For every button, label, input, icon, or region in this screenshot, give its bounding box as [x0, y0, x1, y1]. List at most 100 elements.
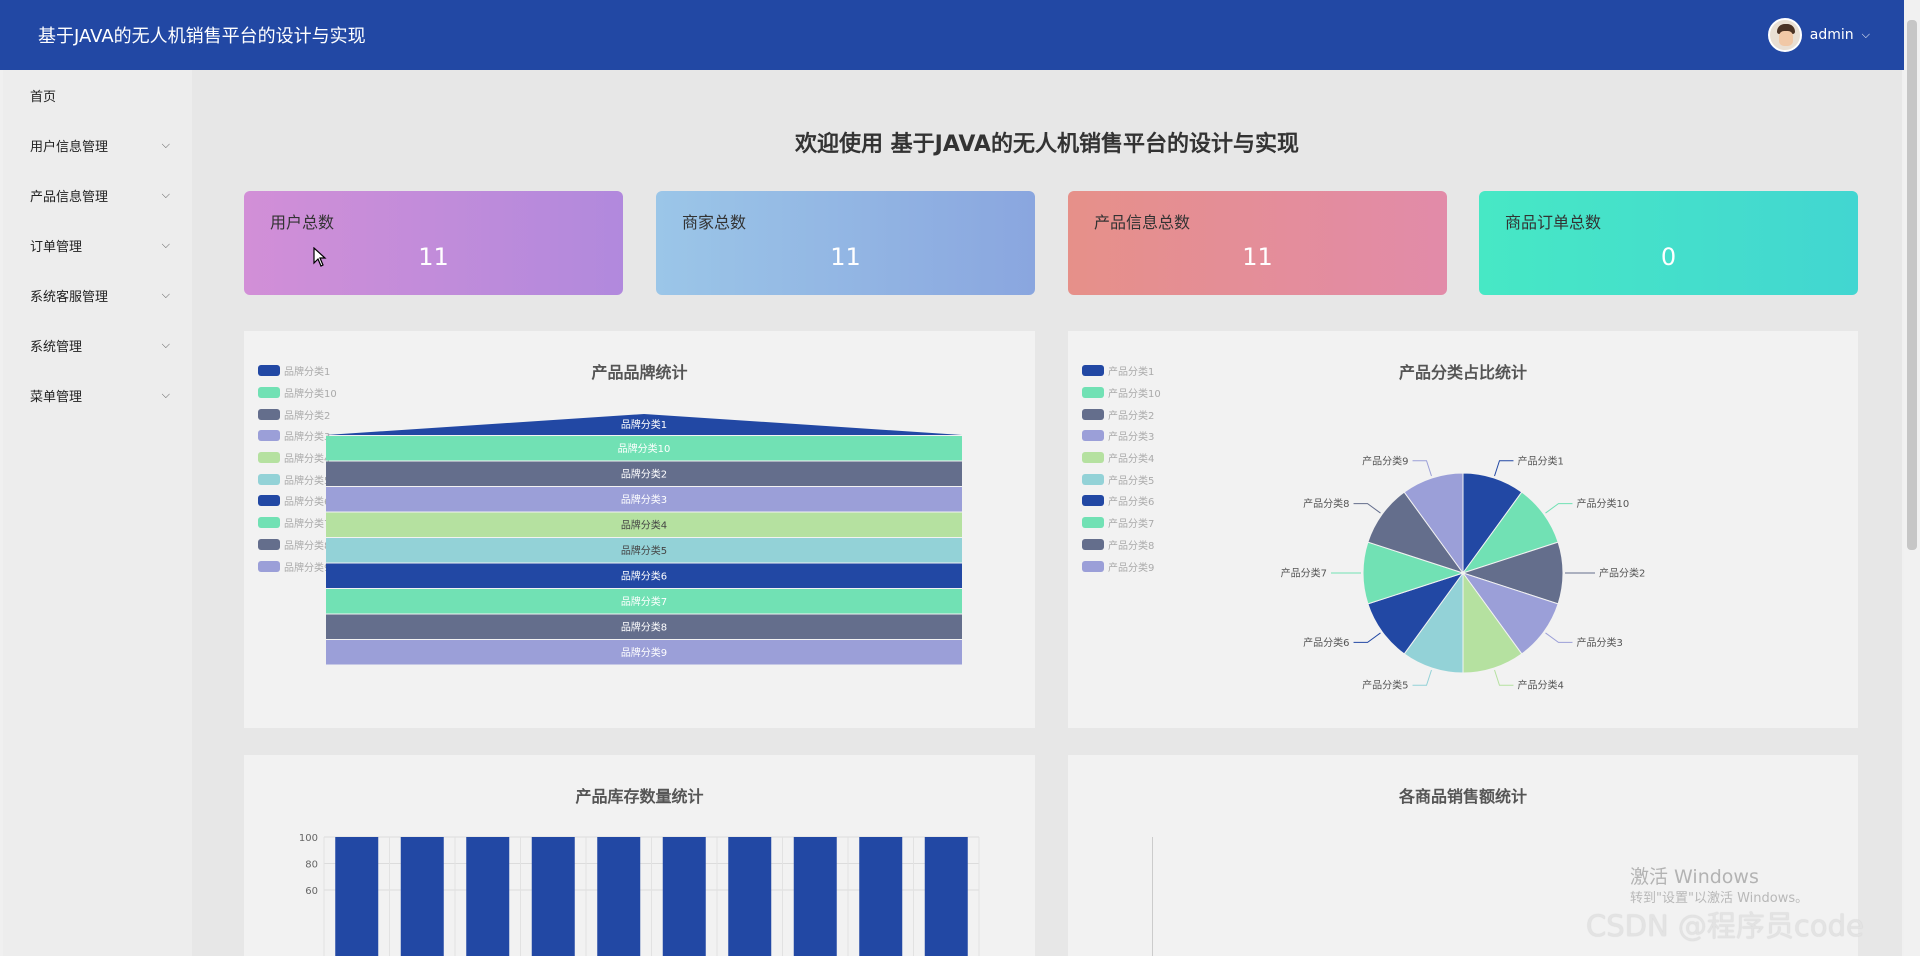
bar[interactable]: [531, 837, 575, 956]
legend-item[interactable]: 品牌分类7: [258, 512, 337, 534]
chevron-down-icon: ⌵: [161, 238, 170, 251]
sidebar-item-label: 首页: [30, 89, 57, 105]
pie-label-line: [1494, 669, 1514, 686]
legend-swatch: [1082, 430, 1104, 442]
funnel-segment[interactable]: [326, 461, 962, 487]
stat-label: 用户总数: [270, 213, 335, 232]
sidebar-item-menu[interactable]: 菜单管理 ⌵: [3, 370, 192, 420]
funnel-label: 品牌分类7: [621, 595, 667, 608]
bar[interactable]: [728, 837, 772, 956]
bar[interactable]: [662, 837, 706, 956]
scrollbar-thumb[interactable]: [1907, 20, 1917, 550]
legend-item[interactable]: 品牌分类8: [258, 534, 337, 556]
bar[interactable]: [400, 837, 444, 956]
username[interactable]: admin: [1809, 27, 1854, 43]
funnel-chart: 品牌分类1 品牌分类10 品牌分类2 品牌分类3 品牌分类4 品牌分类5 品牌分类6 品牌分类…: [326, 414, 962, 665]
legend-item[interactable]: 品牌分类1: [258, 360, 337, 382]
legend-label: 品牌分类10: [284, 389, 337, 401]
funnel-segment[interactable]: [326, 589, 962, 614]
legend-swatch: [258, 452, 280, 464]
sidebar-item-user-info[interactable]: 用户信息管理 ⌵: [3, 120, 192, 170]
funnel-segment[interactable]: [326, 512, 962, 538]
app-title: 基于JAVA的无人机销售平台的设计与实现: [38, 26, 366, 47]
legend-item[interactable]: 产品分类2: [1082, 403, 1161, 425]
legend-item[interactable]: 品牌分类6: [258, 490, 337, 512]
chevron-down-icon: ⌵: [161, 338, 170, 351]
pie-label: 产品分类5: [1362, 679, 1408, 692]
legend-swatch: [1082, 408, 1104, 420]
pie-label: 产品分类4: [1517, 679, 1563, 692]
pie-label: 产品分类9: [1362, 454, 1408, 467]
legend-item[interactable]: 产品分类3: [1082, 425, 1161, 447]
legend-swatch: [258, 387, 280, 399]
legend-label: 品牌分类6: [284, 497, 331, 509]
y-tick-label: 100: [299, 833, 318, 844]
bar[interactable]: [466, 837, 510, 956]
bar[interactable]: [859, 837, 903, 956]
funnel-segment[interactable]: [326, 538, 962, 563]
funnel-label: 品牌分类5: [621, 544, 667, 557]
legend-swatch: [1082, 560, 1104, 572]
sidebar-item-system[interactable]: 系统管理 ⌵: [3, 320, 192, 370]
bar[interactable]: [793, 837, 837, 956]
funnel-segment[interactable]: [326, 436, 962, 461]
funnel-label: 品牌分类1: [621, 418, 667, 431]
legend-swatch: [1082, 517, 1104, 529]
bar[interactable]: [597, 837, 641, 956]
sidebar-item-home[interactable]: 首页: [3, 70, 192, 120]
legend-item[interactable]: 品牌分类4: [258, 447, 337, 469]
legend-label: 品牌分类1: [284, 367, 331, 379]
funnel-segment[interactable]: [326, 414, 962, 435]
legend-swatch: [258, 538, 280, 550]
funnel-segment[interactable]: [326, 563, 962, 589]
pie-label: 产品分类8: [1303, 497, 1349, 510]
legend-item[interactable]: 产品分类1: [1082, 360, 1161, 382]
legend-item[interactable]: 品牌分类3: [258, 425, 337, 447]
legend-item[interactable]: 产品分类8: [1082, 534, 1161, 556]
sidebar-item-product-info[interactable]: 产品信息管理 ⌵: [3, 170, 192, 220]
chart-title: 产品品牌统计: [591, 363, 688, 382]
pie-label-line: [1545, 503, 1573, 514]
stat-label: 商品订单总数: [1505, 213, 1602, 232]
page-title: 欢迎使用 基于JAVA的无人机销售平台的设计与实现: [795, 132, 1299, 157]
chevron-down-icon[interactable]: ⌵: [1861, 28, 1870, 41]
stat-label: 商家总数: [682, 213, 747, 232]
legend-item[interactable]: 产品分类9: [1082, 555, 1161, 577]
legend-label: 品牌分类8: [284, 540, 331, 552]
funnel-segment[interactable]: [326, 614, 962, 640]
sidebar-item-customer-service[interactable]: 系统客服管理 ⌵: [3, 270, 192, 320]
bar[interactable]: [335, 837, 379, 956]
stat-value: 11: [418, 243, 449, 271]
sidebar-item-label: 用户信息管理: [30, 139, 109, 155]
legend-swatch: [258, 365, 280, 377]
legend-item[interactable]: 品牌分类5: [258, 468, 337, 490]
stat-value: 11: [1242, 243, 1273, 271]
pie-label: 产品分类3: [1576, 636, 1622, 649]
pie-slice[interactable]: [1403, 472, 1464, 575]
sidebar-item-orders[interactable]: 订单管理 ⌵: [3, 220, 192, 270]
chart-title: 产品库存数量统计: [575, 787, 704, 806]
legend-item[interactable]: 品牌分类9: [258, 555, 337, 577]
legend-item[interactable]: 产品分类6: [1082, 490, 1161, 512]
legend-item[interactable]: 品牌分类2: [258, 403, 337, 425]
legend-item[interactable]: 品牌分类10: [258, 382, 337, 404]
funnel-label: 品牌分类9: [621, 646, 667, 659]
legend-item[interactable]: 产品分类10: [1082, 382, 1161, 404]
legend-swatch: [1082, 495, 1104, 507]
legend-item[interactable]: 产品分类7: [1082, 512, 1161, 534]
pie-label: 产品分类1: [1517, 454, 1563, 467]
sidebar-item-label: 菜单管理: [30, 389, 83, 405]
avatar[interactable]: [1767, 18, 1802, 52]
legend-item[interactable]: 产品分类5: [1082, 468, 1161, 490]
funnel-segment[interactable]: [326, 640, 962, 665]
pie-label-line: [1412, 460, 1432, 477]
legend-item[interactable]: 产品分类4: [1082, 447, 1161, 469]
legend-label: 产品分类2: [1108, 410, 1155, 422]
legend-swatch: [258, 495, 280, 507]
user-menu[interactable]: admin ⌵: [1767, 18, 1870, 52]
legend-swatch: [1082, 387, 1104, 399]
bar[interactable]: [924, 837, 968, 956]
funnel-segment[interactable]: [326, 487, 962, 512]
sidebar-item-label: 订单管理: [30, 239, 83, 255]
main-content: 欢迎使用 基于JAVA的无人机销售平台的设计与实现 用户总数 11 商家总数 1…: [192, 70, 1902, 956]
